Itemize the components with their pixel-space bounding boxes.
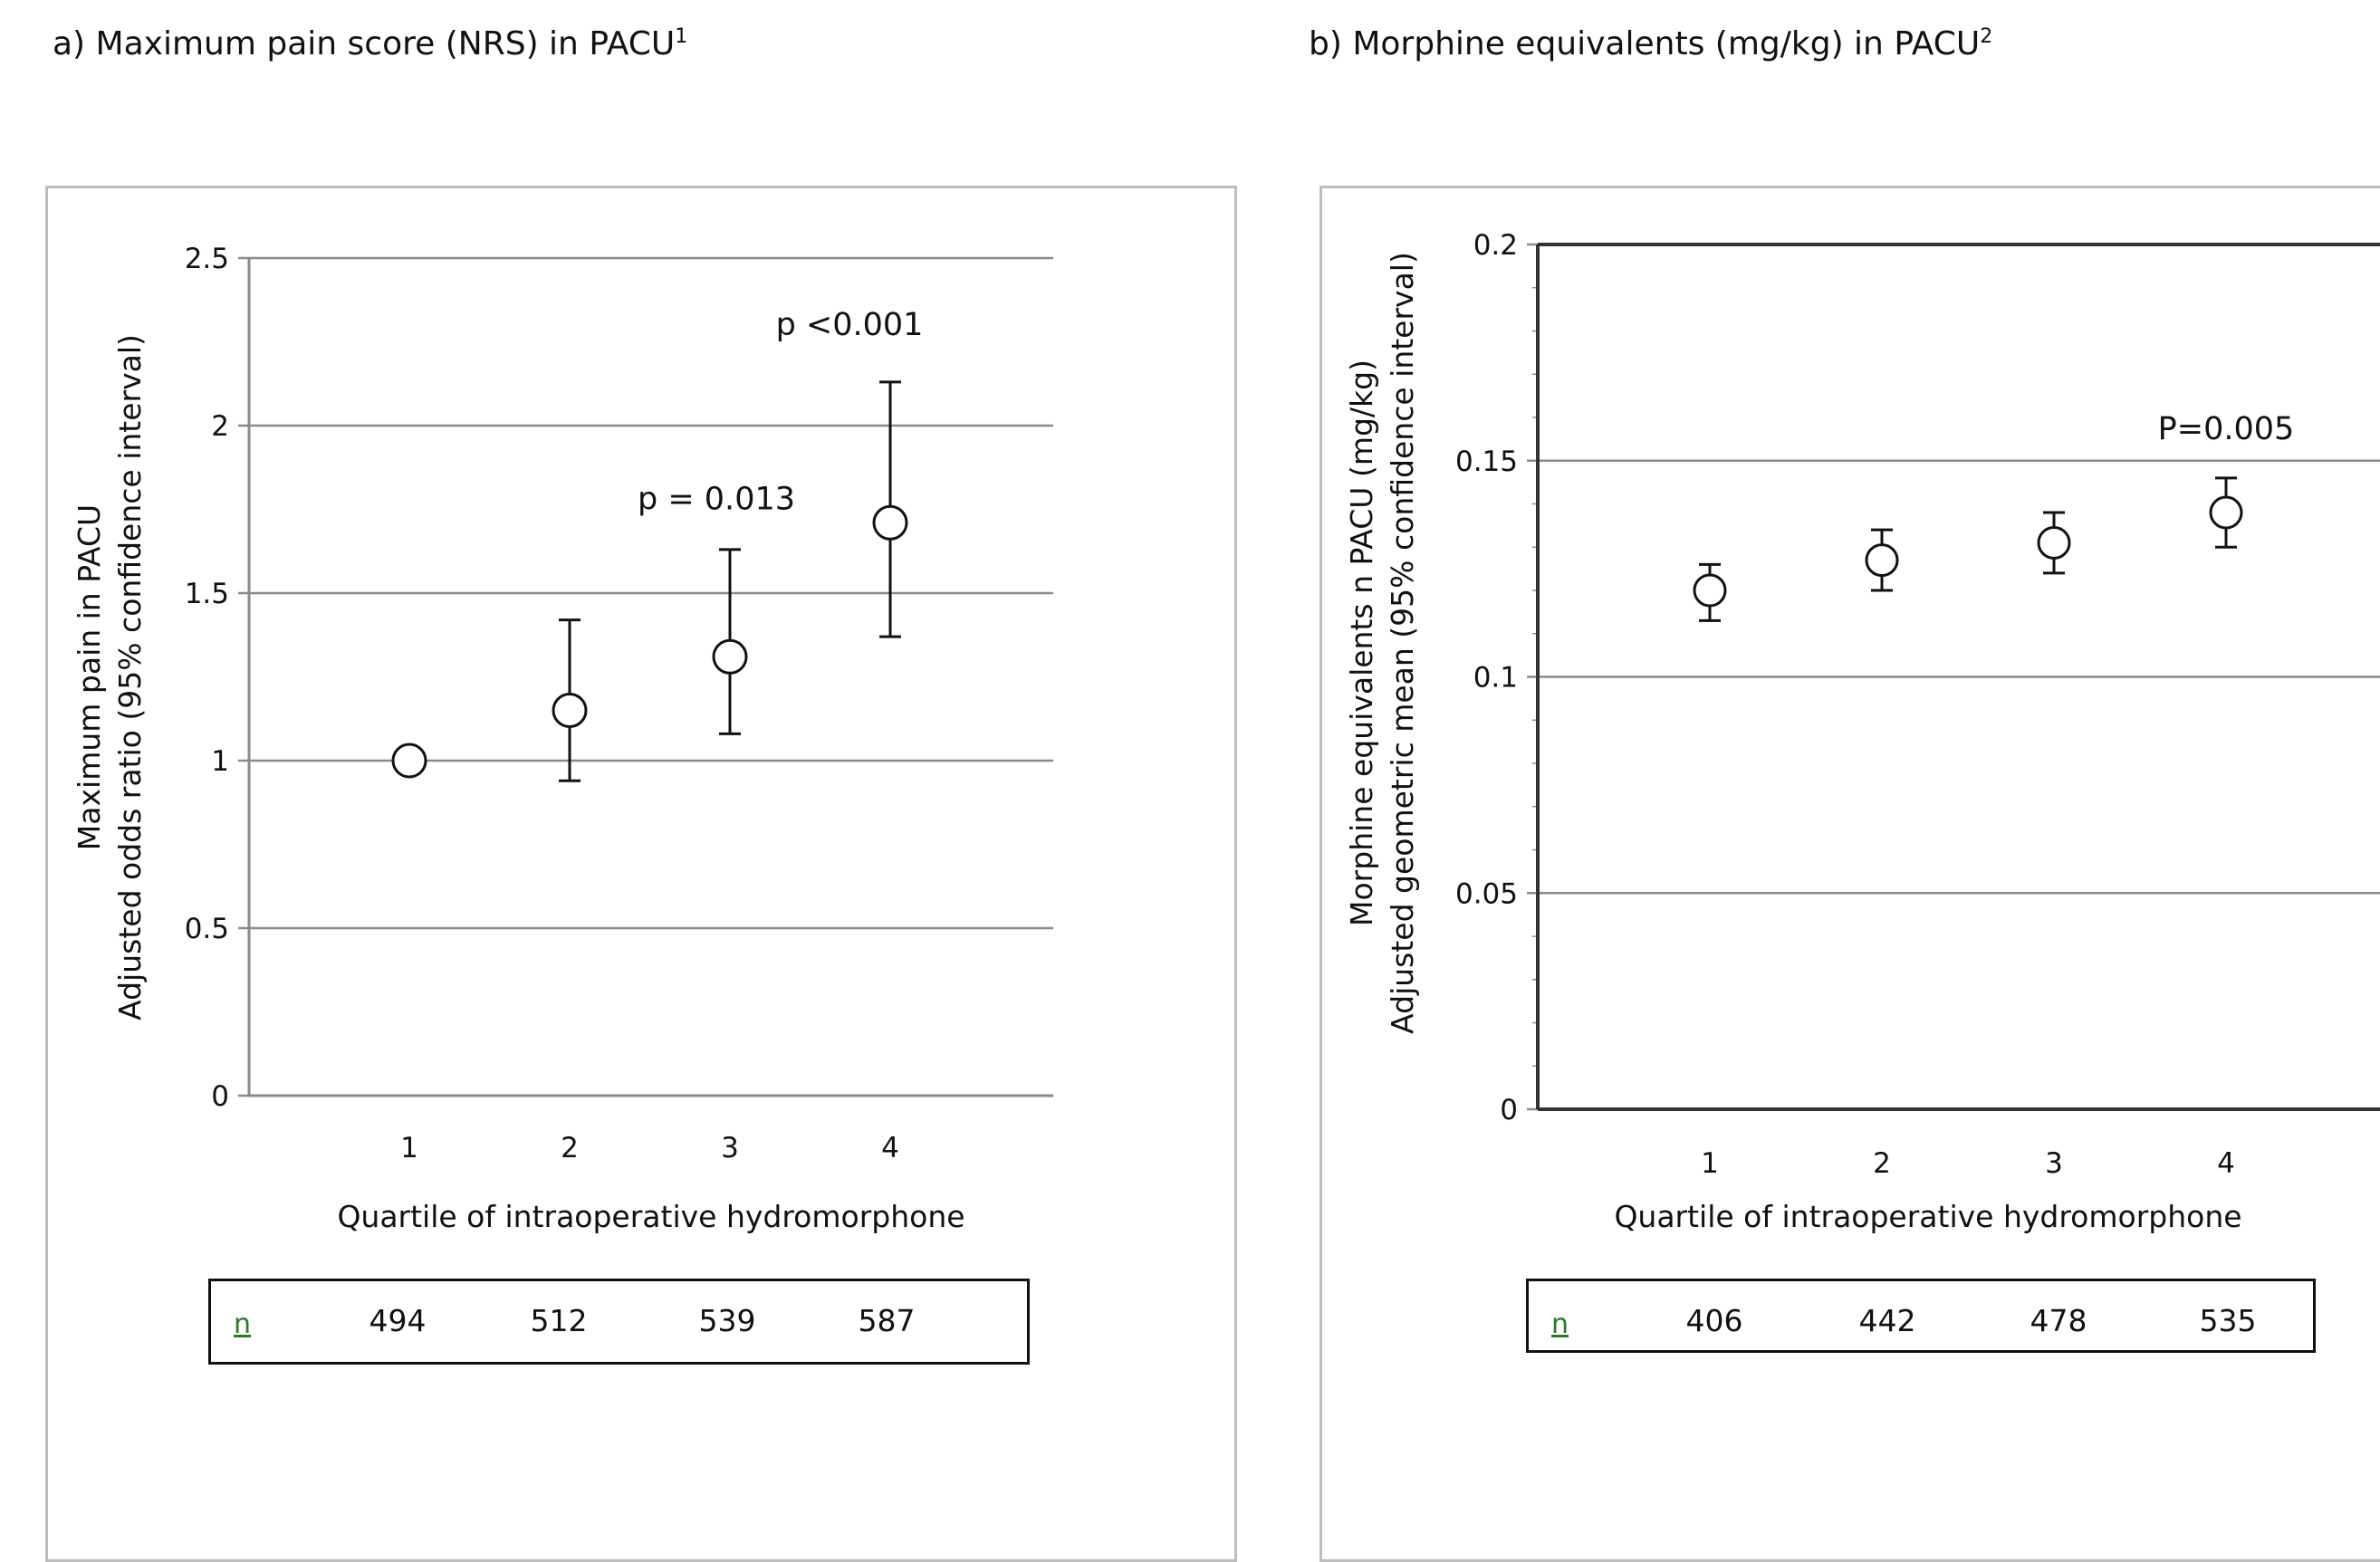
p-value-annotation: p = 0.013 <box>638 482 795 518</box>
x-tick-label: 3 <box>721 1132 739 1164</box>
y-tick-label: 2 <box>211 410 229 443</box>
y-tick-label: 0.1 <box>1473 662 1518 695</box>
panel-a-title-text: a) Maximum pain score (NRS) in PACU <box>53 25 676 62</box>
data-point <box>2209 495 2243 530</box>
x-tick-label: 1 <box>1701 1147 1719 1180</box>
n-cell-q2: 512 <box>530 1303 588 1338</box>
data-point <box>712 638 748 675</box>
data-point <box>872 504 908 541</box>
x-tick-label: 4 <box>2217 1147 2235 1180</box>
panel-b-title-sup: 2 <box>1980 25 1993 48</box>
panel-b-n-table: n 406 442 478 535 <box>1526 1279 2316 1353</box>
panel-a-title: a) Maximum pain score (NRS) in PACU1 <box>53 25 687 62</box>
data-point <box>552 693 588 728</box>
y-tick-label: 0 <box>1500 1094 1518 1126</box>
data-point <box>1865 543 1899 578</box>
p-value-annotation: p <0.001 <box>776 307 924 343</box>
x-axis-title: Quartile of intraoperative hydromorphone <box>1614 1199 2241 1234</box>
n-cell-q3: 478 <box>2030 1303 2087 1338</box>
n-label: n <box>234 1308 252 1340</box>
data-point <box>391 743 427 779</box>
panel-a-title-sup: 1 <box>675 25 688 48</box>
y-tick-label: 0.2 <box>1473 229 1518 262</box>
y-tick-label: 1.5 <box>185 578 229 610</box>
n-cell-q4: 587 <box>858 1303 916 1338</box>
n-cell-q1: 406 <box>1685 1303 1743 1338</box>
n-label: n <box>1551 1308 1569 1340</box>
y-tick-label: 0.5 <box>185 913 229 945</box>
n-cell-q4: 535 <box>2199 1303 2257 1338</box>
y-tick-label: 0.15 <box>1455 446 1518 478</box>
data-point <box>1693 573 1727 608</box>
panel-a-frame <box>45 186 1237 1562</box>
y-tick-label: 2.5 <box>185 243 229 275</box>
panel-b-title: b) Morphine equivalents (mg/kg) in PACU2 <box>1309 25 1992 62</box>
x-tick-label: 3 <box>2045 1147 2063 1180</box>
panel-a-n-table: n 494 512 539 587 <box>208 1279 1030 1365</box>
y-axis-title-line1: Maximum pain in PACU <box>72 504 107 850</box>
y-axis-title-line2: Adjusted odds ratio (95% confidence inte… <box>112 334 148 1021</box>
x-tick-label: 4 <box>881 1132 899 1164</box>
y-axis-title-line1: Morphine equivalents n PACU (mg/kg) <box>1344 359 1379 926</box>
p-value-annotation: P=0.005 <box>2158 411 2295 447</box>
y-axis-title-line2: Adjusted geometric mean (95% confidence … <box>1385 252 1420 1034</box>
panel-b-title-text: b) Morphine equivalents (mg/kg) in PACU <box>1309 25 1981 62</box>
y-tick-label: 0 <box>211 1080 229 1113</box>
panel-b-frame <box>1320 186 2380 1562</box>
x-axis-title: Quartile of intraoperative hydromorphone <box>337 1199 964 1234</box>
n-cell-q3: 539 <box>698 1303 756 1338</box>
y-tick-label: 1 <box>211 745 229 778</box>
n-cell-q2: 442 <box>1858 1303 1916 1338</box>
x-tick-label: 1 <box>400 1132 418 1164</box>
x-tick-label: 2 <box>561 1132 579 1164</box>
n-cell-q1: 494 <box>369 1303 427 1338</box>
data-point <box>2037 525 2071 560</box>
x-tick-label: 2 <box>1873 1147 1891 1180</box>
y-tick-label: 0.05 <box>1455 877 1518 910</box>
chart-canvas: 0 0.5 1 1.5 2 2.5 1 2 3 4 Quartile of intraoperati… <box>72 229 2380 1234</box>
